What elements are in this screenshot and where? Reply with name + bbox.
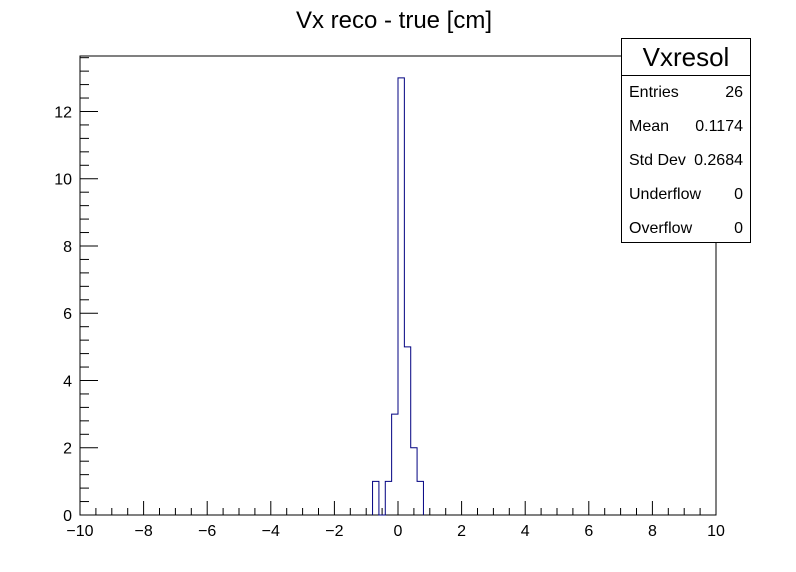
- x-tick-label: −10: [66, 523, 93, 540]
- histogram-bin: [417, 481, 423, 515]
- stats-title: Vxresol: [622, 39, 750, 76]
- x-tick-label: −8: [134, 523, 152, 540]
- histogram-bin: [392, 414, 398, 515]
- x-tick-label: 2: [457, 523, 466, 540]
- stats-value: 0.1174: [695, 118, 743, 135]
- stats-label: Underflow: [629, 186, 702, 203]
- x-tick-label: 0: [394, 523, 403, 540]
- y-tick-label: 8: [63, 239, 72, 256]
- histogram-bin: [411, 448, 417, 515]
- y-tick-label: 6: [63, 306, 72, 323]
- stats-label: Std Dev: [629, 152, 686, 169]
- histogram-bin: [373, 481, 379, 515]
- histogram-outline: [372, 77, 424, 516]
- stats-value: 0: [734, 220, 743, 237]
- y-tick-label: 0: [63, 508, 72, 525]
- stats-value: 26: [725, 84, 743, 101]
- x-tick-label: 10: [707, 523, 725, 540]
- stats-box: Vxresol Entries 26 Mean 0.1174 Std Dev 0…: [621, 38, 751, 243]
- stats-label: Entries: [629, 84, 679, 101]
- stats-value: 0.2684: [694, 152, 743, 169]
- histogram-bin: [404, 347, 410, 515]
- x-tick-label: −4: [262, 523, 280, 540]
- x-tick-label: −2: [325, 523, 343, 540]
- stats-label: Overflow: [629, 220, 693, 237]
- stats-row-std-dev: Std Dev 0.2684: [622, 144, 750, 178]
- y-tick-label: 4: [63, 373, 72, 390]
- stats-row-overflow: Overflow 0: [622, 212, 750, 246]
- x-axis: −10 −8 −6 −4 −2 0 2 4 6 8 10: [66, 501, 725, 540]
- y-tick-label: 12: [54, 104, 72, 121]
- y-tick-label: 2: [63, 441, 72, 458]
- y-axis: 0 2 4 6 8 10 12: [54, 57, 98, 525]
- chart-title: Vx reco - true [cm]: [296, 7, 492, 34]
- x-tick-label: 8: [648, 523, 657, 540]
- stats-row-mean: Mean 0.1174: [622, 110, 750, 144]
- histogram-bin: [385, 481, 391, 515]
- stats-row-underflow: Underflow 0: [622, 178, 750, 212]
- stats-row-entries: Entries 26: [622, 76, 750, 110]
- stats-value: 0: [734, 186, 743, 203]
- histogram-bin: [398, 78, 404, 515]
- stats-label: Mean: [629, 118, 670, 135]
- x-tick-label: −6: [198, 523, 216, 540]
- x-tick-label: 6: [584, 523, 593, 540]
- y-tick-label: 10: [54, 172, 72, 189]
- x-tick-label: 4: [521, 523, 530, 540]
